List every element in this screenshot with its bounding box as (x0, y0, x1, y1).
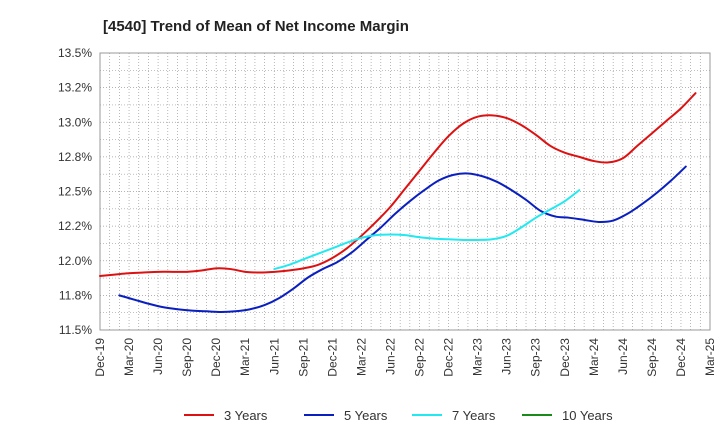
x-tick-label: Dec-21 (325, 338, 339, 377)
y-tick-label: 11.5% (59, 323, 92, 337)
series-line-3-years (99, 92, 697, 277)
legend-label-10-years: 10 Years (562, 408, 613, 423)
y-tick-label: 12.8% (58, 150, 92, 164)
x-tick-label: Dec-19 (93, 338, 107, 377)
x-tick-label: Dec-23 (558, 338, 572, 377)
legend-label-5-years: 5 Years (344, 408, 388, 423)
x-tick-label: Dec-22 (442, 338, 456, 377)
grid (100, 53, 710, 330)
y-tick-label: 13.2% (58, 81, 92, 95)
x-tick-label: Jun-22 (383, 338, 397, 375)
series-line-5-years (118, 165, 687, 313)
x-tick-label: Mar-21 (238, 338, 252, 376)
y-tick-label: 12.2% (58, 219, 92, 233)
x-tick-label: Sep-23 (529, 338, 543, 377)
x-axis-ticks: Dec-19 Mar-20 Jun-20 Sep-20 Dec-20 Mar-21 Jun-… (93, 338, 717, 377)
x-tick-label: Mar-24 (587, 338, 601, 376)
x-tick-label: Dec-20 (209, 338, 223, 377)
x-tick-label: Dec-24 (674, 338, 688, 377)
legend: 3 Years 5 Years 7 Years 10 Years (184, 408, 613, 423)
x-tick-label: Mar-22 (354, 338, 368, 376)
x-tick-label: Jun-23 (500, 338, 514, 375)
x-tick-label: Jun-20 (151, 338, 165, 375)
series-lines (99, 92, 697, 313)
x-tick-label: Sep-24 (645, 338, 659, 377)
x-tick-label: Mar-23 (471, 338, 485, 376)
y-tick-label: 13.5% (58, 46, 92, 60)
x-tick-label: Jun-21 (267, 338, 281, 375)
x-tick-label: Sep-21 (296, 338, 310, 377)
series-line-7-years (273, 189, 581, 271)
y-tick-label: 13.0% (58, 115, 92, 129)
x-tick-label: Mar-20 (122, 338, 136, 376)
x-tick-label: Jun-24 (616, 338, 630, 375)
x-tick-label: Sep-20 (180, 338, 194, 377)
y-tick-label: 12.5% (58, 185, 92, 199)
legend-label-3-years: 3 Years (224, 408, 268, 423)
legend-label-7-years: 7 Years (452, 408, 496, 423)
y-tick-label: 12.0% (58, 254, 92, 268)
chart-title: [4540] Trend of Mean of Net Income Margi… (103, 18, 409, 35)
x-tick-label: Sep-22 (413, 338, 427, 377)
x-tick-label: Mar-25 (703, 338, 717, 376)
y-axis-ticks: 11.5% 11.8% 12.0% 12.2% 12.5% 12.8% 13.0% 13.2%… (58, 46, 92, 337)
plot-frame (99, 52, 711, 331)
y-tick-label: 11.8% (59, 288, 92, 302)
